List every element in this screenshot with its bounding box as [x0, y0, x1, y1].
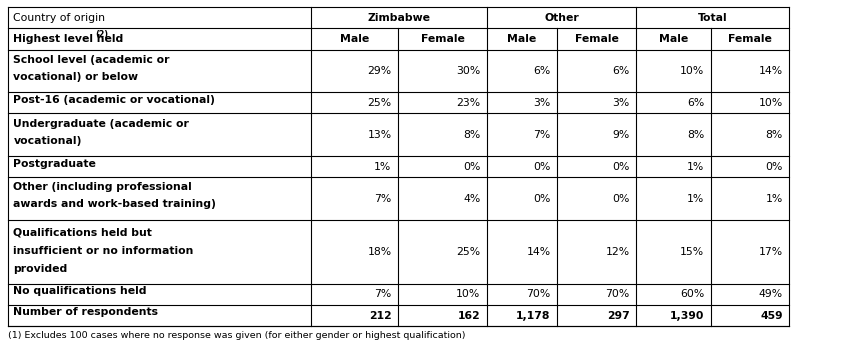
Text: 297: 297 — [607, 310, 629, 320]
Text: Female: Female — [420, 34, 464, 44]
Text: Other: Other — [544, 13, 579, 23]
Text: 25%: 25% — [367, 98, 392, 108]
Text: 7%: 7% — [534, 130, 551, 140]
Text: Post-16 (academic or vocational): Post-16 (academic or vocational) — [14, 95, 216, 105]
Text: Male: Male — [340, 34, 369, 44]
Text: 6%: 6% — [687, 98, 704, 108]
Text: 3%: 3% — [613, 98, 629, 108]
Text: Zimbabwe: Zimbabwe — [367, 13, 431, 23]
Text: 10%: 10% — [759, 98, 783, 108]
Text: vocational): vocational) — [14, 136, 82, 145]
Text: 4%: 4% — [463, 194, 481, 204]
Text: 8%: 8% — [687, 130, 704, 140]
Text: 1%: 1% — [687, 161, 704, 172]
Text: 1%: 1% — [766, 194, 783, 204]
Text: 8%: 8% — [463, 130, 481, 140]
Text: provided: provided — [14, 264, 68, 274]
Text: 0%: 0% — [533, 161, 551, 172]
Text: 1%: 1% — [374, 161, 392, 172]
Text: Highest level held: Highest level held — [14, 34, 128, 44]
Text: 14%: 14% — [759, 66, 783, 76]
Text: 0%: 0% — [612, 161, 629, 172]
Text: insufficient or no information: insufficient or no information — [14, 246, 194, 256]
Text: 25%: 25% — [456, 247, 481, 257]
Text: 7%: 7% — [374, 289, 392, 299]
Text: 6%: 6% — [534, 66, 551, 76]
Text: 10%: 10% — [680, 66, 704, 76]
Text: 29%: 29% — [367, 66, 392, 76]
Text: 0%: 0% — [766, 161, 783, 172]
Text: (1) Excludes 100 cases where no response was given (for either gender or highest: (1) Excludes 100 cases where no response… — [8, 331, 466, 341]
Text: Postgraduate: Postgraduate — [14, 159, 96, 169]
Text: 6%: 6% — [613, 66, 629, 76]
Text: Female: Female — [574, 34, 618, 44]
Text: 60%: 60% — [680, 289, 704, 299]
Text: vocational) or below: vocational) or below — [14, 72, 139, 82]
Text: 13%: 13% — [367, 130, 392, 140]
Text: 0%: 0% — [463, 161, 481, 172]
Text: 14%: 14% — [526, 247, 551, 257]
Text: 1%: 1% — [687, 194, 704, 204]
Text: Total: Total — [698, 13, 728, 23]
Text: Undergraduate (academic or: Undergraduate (academic or — [14, 119, 190, 129]
Text: 8%: 8% — [766, 130, 783, 140]
Text: School level (academic or: School level (academic or — [14, 55, 170, 65]
Text: 0%: 0% — [612, 194, 629, 204]
Text: 0%: 0% — [533, 194, 551, 204]
Text: Qualifications held but: Qualifications held but — [14, 228, 152, 238]
Text: 15%: 15% — [680, 247, 704, 257]
Text: 49%: 49% — [759, 289, 783, 299]
Text: 1,390: 1,390 — [670, 310, 704, 320]
Text: Country of origin: Country of origin — [14, 13, 106, 23]
Text: 1,178: 1,178 — [516, 310, 551, 320]
Text: 9%: 9% — [613, 130, 629, 140]
Text: 212: 212 — [369, 310, 392, 320]
Text: 459: 459 — [761, 310, 783, 320]
Text: 17%: 17% — [759, 247, 783, 257]
Text: Male: Male — [659, 34, 688, 44]
Text: 162: 162 — [458, 310, 481, 320]
Text: 70%: 70% — [605, 289, 629, 299]
Text: 12%: 12% — [606, 247, 629, 257]
Text: Female: Female — [728, 34, 772, 44]
Text: 70%: 70% — [526, 289, 551, 299]
Text: 7%: 7% — [374, 194, 392, 204]
Text: Number of respondents: Number of respondents — [14, 308, 158, 318]
Text: awards and work-based training): awards and work-based training) — [14, 199, 217, 209]
Text: Other (including professional: Other (including professional — [14, 182, 192, 192]
Text: 18%: 18% — [367, 247, 392, 257]
Text: 23%: 23% — [456, 98, 481, 108]
Text: No qualifications held: No qualifications held — [14, 286, 147, 296]
Text: Male: Male — [508, 34, 536, 44]
Text: 10%: 10% — [456, 289, 481, 299]
Text: (2): (2) — [96, 30, 108, 39]
Text: 30%: 30% — [456, 66, 481, 76]
Text: 3%: 3% — [534, 98, 551, 108]
